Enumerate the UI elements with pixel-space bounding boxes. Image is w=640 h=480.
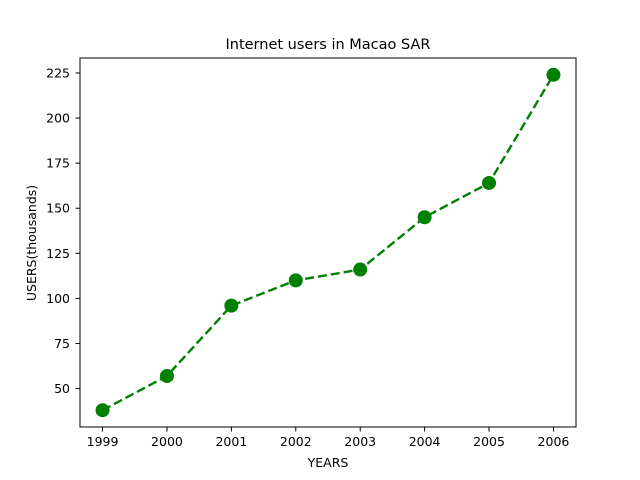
chart-title: Internet users in Macao SAR — [225, 37, 430, 53]
x-tick-label: 2006 — [538, 434, 570, 449]
x-tick-label: 2000 — [151, 434, 183, 449]
x-tick-label: 2002 — [280, 434, 312, 449]
y-tick-label: 225 — [46, 65, 70, 80]
y-tick-label: 175 — [46, 156, 70, 171]
data-point — [159, 368, 174, 383]
x-tick-label: 2001 — [215, 434, 247, 449]
y-tick-label: 50 — [54, 381, 70, 396]
y-tick-label: 200 — [46, 111, 70, 126]
y-tick-label: 75 — [54, 336, 70, 351]
series-line — [101, 74, 555, 412]
y-tick-label: 150 — [46, 201, 70, 216]
x-axis-label: YEARS — [307, 455, 349, 470]
data-point — [224, 298, 239, 313]
y-tick-label: 125 — [46, 246, 70, 261]
data-point — [546, 67, 561, 82]
plot-area — [79, 57, 577, 428]
x-tick-label: 2003 — [344, 434, 376, 449]
x-axis: 1999 2000 2001 2002 2003 2004 2005 2006 — [87, 427, 570, 449]
x-tick-label: 1999 — [87, 434, 119, 449]
data-point — [288, 273, 303, 288]
data-point — [482, 175, 497, 190]
y-tick-label: 100 — [46, 291, 70, 306]
series-layer — [95, 67, 561, 418]
y-axis-label: USERS(thousands) — [24, 185, 39, 301]
x-tick-label: 2005 — [473, 434, 505, 449]
data-point — [95, 403, 110, 418]
x-tick-label: 2004 — [409, 434, 441, 449]
y-axis: 50 75 100 125 150 175 200 225 — [46, 65, 80, 396]
plot-frame — [79, 57, 577, 428]
data-point — [353, 262, 368, 277]
data-point — [417, 210, 432, 225]
